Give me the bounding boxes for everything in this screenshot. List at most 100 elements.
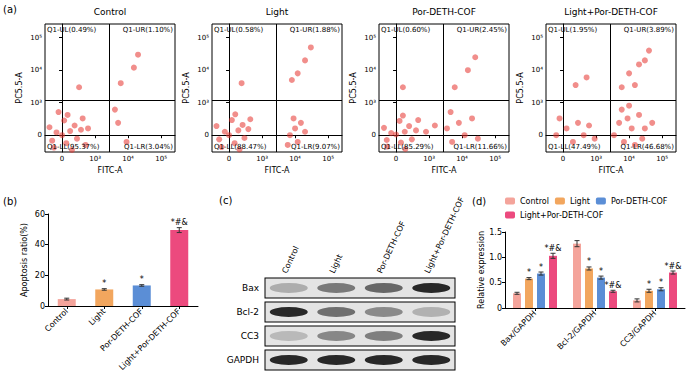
svg-text:Light: Light [328,253,345,275]
svg-text:Por-DETH-COF: Por-DETH-COF [375,219,407,274]
svg-text:Q1-LR(9.07%): Q1-LR(9.07%) [291,143,340,151]
svg-text:10⁵: 10⁵ [155,155,167,163]
svg-text:10³: 10³ [256,155,268,163]
svg-text:Q1-LR(46.68%): Q1-LR(46.68%) [621,143,675,151]
svg-text:Relative expression: Relative expression [477,231,486,309]
svg-text:FITC-A: FITC-A [264,166,290,175]
svg-text:10⁵: 10⁵ [197,34,209,42]
svg-text:Q1-LL(85.29%): Q1-LL(85.29%) [381,143,434,151]
svg-text:Control: Control [43,307,70,334]
svg-text:(a): (a) [3,4,17,15]
svg-text:*: * [647,280,651,289]
svg-text:(d): (d) [472,196,486,207]
svg-text:Q1-UL(0.49%): Q1-UL(0.49%) [47,26,96,34]
svg-text:Q1-LL(47.49%): Q1-LL(47.49%) [548,143,601,151]
svg-text:10³: 10³ [30,99,42,107]
svg-text:*#&: *#& [545,244,562,253]
svg-text:Bax/GAPDH: Bax/GAPDH [499,309,538,348]
svg-text:*: * [539,263,543,272]
svg-text:CC3/GAPDH: CC3/GAPDH [618,309,658,349]
svg-text:Q1-UR(3.89%): Q1-UR(3.89%) [624,26,674,34]
svg-text:10⁴: 10⁴ [122,155,134,163]
svg-text:10⁴: 10⁴ [289,155,301,163]
svg-text:0: 0 [205,131,209,139]
svg-text:10⁵: 10⁵ [322,155,334,163]
svg-text:*: * [140,275,144,284]
svg-text:(c): (c) [219,195,232,206]
svg-text:0: 0 [561,155,565,163]
svg-text:Apoptosis ratio(%): Apoptosis ratio(%) [20,223,29,297]
svg-text:Light: Light [570,197,590,206]
svg-text:*#&: *#& [171,218,188,227]
svg-text:10⁵: 10⁵ [656,155,668,163]
svg-text:1.0: 1.0 [489,253,502,262]
svg-text:10⁴: 10⁴ [30,66,42,74]
svg-text:Por-DETH-COF: Por-DETH-COF [412,7,476,17]
svg-text:Q1-UL(1.95%): Q1-UL(1.95%) [548,26,597,34]
svg-text:10³: 10³ [590,155,602,163]
svg-text:*#&: *#& [665,262,682,271]
svg-text:0: 0 [60,155,64,163]
svg-text:20: 20 [35,271,45,280]
svg-text:*: * [527,268,531,277]
svg-text:10⁴: 10⁴ [623,155,635,163]
svg-text:*: * [587,257,591,266]
svg-text:Light+Por-DETH-COF: Light+Por-DETH-COF [117,307,182,372]
svg-text:Light+Por-DETH-COF: Light+Por-DETH-COF [520,211,604,220]
svg-text:Q1-UR(1.10%): Q1-UR(1.10%) [123,26,173,34]
svg-text:PC5.5-A: PC5.5-A [349,72,358,104]
svg-text:10⁵: 10⁵ [364,34,376,42]
svg-text:Bcl-2: Bcl-2 [236,307,259,317]
svg-text:PC5.5-A: PC5.5-A [182,72,191,104]
svg-text:0: 0 [497,304,502,313]
svg-text:10⁴: 10⁴ [197,66,209,74]
svg-text:FITC-A: FITC-A [431,166,457,175]
svg-text:Bax: Bax [242,283,260,293]
svg-text:GAPDH: GAPDH [227,355,259,365]
svg-text:Q1-UL(0.58%): Q1-UL(0.58%) [214,26,263,34]
svg-text:*#&: *#& [605,281,622,290]
svg-text:10⁵: 10⁵ [30,34,42,42]
svg-text:10³: 10³ [197,99,209,107]
svg-text:Control: Control [520,197,549,206]
svg-text:10⁴: 10⁴ [456,155,468,163]
svg-text:Light: Light [87,307,107,327]
svg-text:Light: Light [266,7,289,17]
svg-text:*: * [102,279,106,288]
svg-text:Q1-UL(0.60%): Q1-UL(0.60%) [381,26,430,34]
svg-text:CC3: CC3 [241,331,259,341]
svg-text:0: 0 [227,155,231,163]
svg-text:60: 60 [35,210,45,219]
svg-text:10³: 10³ [89,155,101,163]
svg-text:PC5.5-A: PC5.5-A [516,72,525,104]
svg-text:0: 0 [38,131,42,139]
svg-text:10⁵: 10⁵ [489,155,501,163]
svg-text:10⁴: 10⁴ [531,66,543,74]
svg-text:*: * [659,278,663,287]
svg-text:Q1-UR(1.88%): Q1-UR(1.88%) [290,26,340,34]
svg-text:Q1-LR(11.66%): Q1-LR(11.66%) [454,143,508,151]
svg-text:Q1-LR(3.04%): Q1-LR(3.04%) [124,143,173,151]
svg-text:Light+Por-DETH-COF: Light+Por-DETH-COF [423,195,465,275]
svg-text:PC5.5-A: PC5.5-A [15,72,24,104]
svg-text:Control: Control [280,245,300,275]
svg-text:Bcl-2/GAPDH: Bcl-2/GAPDH [556,309,599,352]
svg-text:0: 0 [394,155,398,163]
svg-text:10³: 10³ [531,99,543,107]
svg-text:Q1-LL(95.37%): Q1-LL(95.37%) [47,143,100,151]
svg-text:10⁵: 10⁵ [531,34,543,42]
svg-text:*: * [599,267,603,276]
svg-text:1.5: 1.5 [489,228,502,237]
svg-text:40: 40 [35,240,45,249]
svg-text:0: 0 [372,131,376,139]
svg-text:FITC-A: FITC-A [97,166,123,175]
svg-text:10³: 10³ [364,99,376,107]
svg-text:FITC-A: FITC-A [598,166,624,175]
svg-text:(b): (b) [3,196,17,207]
svg-text:Light+Por-DETH-COF: Light+Por-DETH-COF [564,7,658,17]
svg-text:0.5: 0.5 [489,278,502,287]
svg-text:Q1-UR(2.45%): Q1-UR(2.45%) [457,26,507,34]
svg-text:10⁴: 10⁴ [364,66,376,74]
svg-text:10³: 10³ [423,155,435,163]
svg-text:0: 0 [539,131,543,139]
